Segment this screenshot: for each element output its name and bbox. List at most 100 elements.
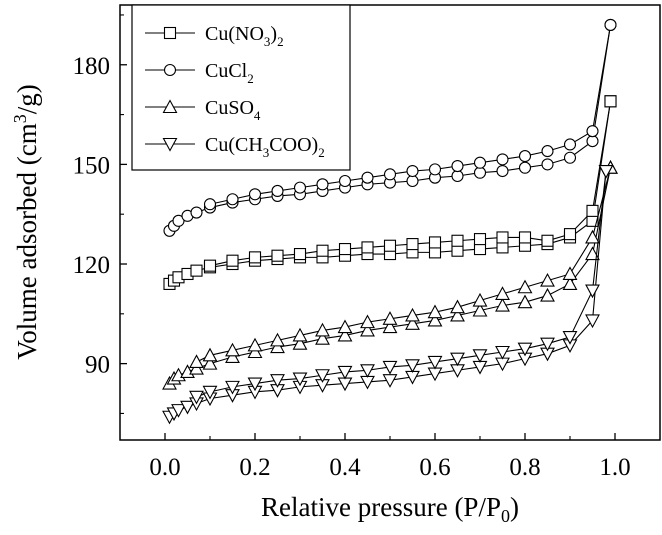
data-point-square (383, 239, 397, 252)
data-point-triangle-up (450, 307, 465, 322)
data-point-triangle-up (472, 302, 488, 317)
data-point-triangle-down (270, 374, 285, 388)
legend-label: Cu(CH3​COO)2​ (205, 134, 325, 160)
data-point-circle (163, 63, 177, 77)
data-point-circle (586, 135, 599, 148)
data-point-square (496, 231, 509, 244)
series-2 (162, 160, 618, 390)
data-point-triangle-up (517, 279, 533, 294)
y-tick-label: 120 (73, 252, 111, 279)
data-point-triangle-up (292, 327, 308, 342)
data-point-triangle-up (337, 319, 353, 334)
data-point-square (338, 243, 352, 256)
data-point-triangle-down (585, 284, 600, 299)
data-point-triangle-up (360, 322, 375, 337)
data-point-triangle-down (517, 342, 533, 357)
data-point-square (163, 26, 177, 40)
data-point-triangle-down (180, 400, 195, 415)
data-point-triangle-up (540, 287, 555, 302)
data-point-circle (586, 125, 599, 138)
x-tick-label: 0.0 (149, 454, 180, 481)
data-point-triangle-up (247, 337, 263, 352)
plot-frame (119, 4, 661, 441)
data-point-circle (316, 178, 329, 191)
data-point-triangle-up (427, 312, 443, 327)
data-point-circle (428, 163, 442, 176)
data-point-square (604, 95, 617, 108)
data-point-square (226, 254, 239, 267)
data-point-square (428, 246, 442, 259)
x-tick-label: 0.8 (509, 454, 540, 481)
data-point-square (203, 259, 217, 272)
data-point-triangle-up (337, 327, 353, 342)
data-point-circle (451, 159, 464, 173)
data-point-circle (190, 206, 203, 219)
legend: Cu(NO3​)2​ CuCl2​ CuSO4​ Cu(CH3​COO)2​ (131, 4, 351, 171)
legend-label: CuSO4​ (205, 97, 261, 123)
data-point-square (190, 264, 203, 277)
data-point-triangle-down (585, 314, 600, 329)
data-point-square (316, 244, 329, 257)
data-point-circle (203, 198, 217, 211)
data-point-triangle-up (585, 229, 600, 244)
legend-item: CuSO4​ (145, 97, 261, 123)
data-point-circle (563, 138, 577, 151)
data-point-circle (496, 164, 509, 178)
data-point-triangle-up (360, 314, 375, 329)
data-point-circle (293, 181, 307, 194)
data-point-triangle-down (292, 372, 308, 387)
data-point-triangle-down (598, 164, 614, 179)
data-point-triangle-up (540, 272, 555, 287)
data-point-circle (361, 171, 374, 184)
data-point-circle (271, 184, 284, 198)
x-axis: 0.0 0.2 0.4 0.6 0.8 1.0 (149, 433, 631, 481)
data-point-triangle-down (540, 337, 555, 352)
data-point-triangle-up (202, 347, 218, 362)
data-point-triangle-up (315, 322, 330, 337)
data-point-triangle-up (189, 354, 204, 369)
data-point-triangle-up (382, 311, 398, 325)
data-point-triangle-up (162, 99, 178, 114)
data-point-triangle-up (517, 294, 533, 309)
data-point-triangle-down (562, 331, 578, 345)
data-point-triangle-down (472, 349, 488, 363)
data-point-triangle-up (225, 342, 240, 357)
y-tick-label: 150 (73, 152, 111, 179)
data-point-triangle-up (382, 319, 398, 334)
data-point-triangle-up (225, 349, 240, 364)
data-point-triangle-down (495, 345, 510, 360)
data-point-square (361, 241, 374, 254)
legend-item: CuCl2​ (145, 60, 254, 86)
legend-item: Cu(NO3​)2​ (145, 23, 284, 49)
data-point-triangle-down (337, 365, 353, 380)
data-point-triangle-up (315, 331, 330, 345)
data-point-triangle-up (427, 304, 443, 319)
data-point-circle (541, 145, 554, 158)
data-point-triangle-up (405, 307, 420, 322)
data-point-triangle-down (315, 369, 330, 383)
data-point-triangle-up (585, 246, 600, 261)
data-point-triangle-up (495, 297, 510, 312)
data-point-circle (604, 18, 617, 31)
data-point-circle (518, 161, 532, 174)
series-layer (162, 18, 618, 425)
data-point-triangle-down (162, 137, 178, 152)
data-point-circle (226, 193, 239, 206)
data-point-triangle-down (382, 360, 398, 375)
data-point-triangle-up (472, 292, 488, 307)
data-point-square (451, 234, 464, 247)
data-point-square (428, 236, 442, 249)
data-point-circle (338, 174, 352, 188)
x-tick-label: 0.6 (419, 454, 450, 481)
series-3 (162, 164, 614, 425)
data-point-triangle-up (270, 339, 285, 354)
data-point-square (293, 247, 307, 261)
data-point-circle (541, 158, 554, 171)
data-point-triangle-down (202, 385, 218, 400)
data-point-square (451, 244, 464, 257)
data-point-triangle-down (225, 380, 240, 395)
data-point-square (541, 234, 554, 247)
data-point-circle (518, 150, 532, 163)
data-point-circle (383, 168, 397, 181)
